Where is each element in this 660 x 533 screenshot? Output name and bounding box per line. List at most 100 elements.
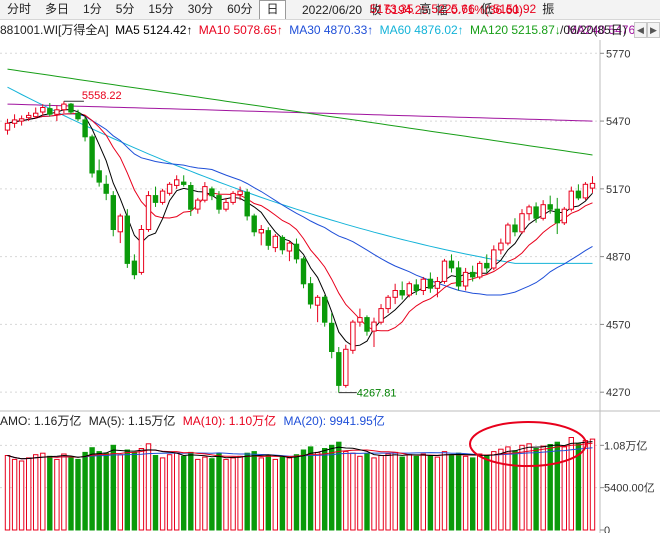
candle bbox=[554, 197, 560, 235]
candle bbox=[82, 116, 88, 142]
candle bbox=[103, 175, 109, 201]
tab-2[interactable]: 1分 bbox=[83, 2, 102, 16]
candle bbox=[364, 315, 370, 336]
candle bbox=[455, 261, 462, 291]
ma60-line bbox=[7, 86, 593, 264]
candle bbox=[117, 213, 123, 244]
candle bbox=[131, 254, 138, 280]
candle bbox=[300, 256, 307, 289]
vol-tick-label: 5400.00亿 bbox=[604, 482, 655, 495]
high-label: 高 bbox=[419, 2, 432, 16]
high-value: 5225.66 bbox=[431, 2, 475, 16]
volume-bar bbox=[575, 443, 582, 531]
vol-ma10-label: MA(10): 1.10万亿 bbox=[182, 414, 277, 428]
volume-bar bbox=[427, 455, 434, 531]
ma240-line bbox=[7, 103, 593, 122]
volume-bar bbox=[554, 441, 560, 531]
volume-bar bbox=[166, 454, 173, 531]
candles bbox=[4, 101, 596, 393]
candle bbox=[533, 202, 539, 223]
scroll-right-icon[interactable]: ▶ bbox=[647, 22, 660, 38]
tab-1[interactable]: 多日 bbox=[45, 2, 70, 16]
volume-bar bbox=[533, 448, 539, 531]
right-tabs: 5173.35 高5225.66 低5151.92 振 bbox=[366, 2, 554, 16]
price-info-right: 5173.35 高5225.66 低5151.92 振 bbox=[366, 0, 554, 19]
candle-body bbox=[82, 119, 88, 138]
tab-6[interactable]: 60分 bbox=[227, 2, 253, 16]
tab-3[interactable]: 5分 bbox=[115, 2, 135, 16]
candle-body bbox=[519, 213, 525, 233]
candle-body bbox=[441, 260, 448, 282]
candle-body bbox=[533, 206, 539, 219]
candle-body bbox=[300, 258, 307, 285]
volume-bar bbox=[434, 456, 441, 531]
candle-body bbox=[166, 183, 173, 194]
volume-bar bbox=[124, 449, 130, 531]
candle bbox=[322, 295, 328, 327]
volume-bar bbox=[498, 448, 504, 531]
volume-bar bbox=[357, 455, 363, 531]
price-tick-label: 4270 bbox=[606, 387, 630, 399]
candle-body bbox=[18, 118, 25, 122]
amp-label: 振 bbox=[542, 2, 555, 16]
volume-bar bbox=[26, 457, 32, 531]
candle-body bbox=[350, 321, 356, 351]
candle-body bbox=[322, 296, 328, 323]
period-toolbar: 分时 多日 1分 5分 15分 30分 60分日 2022/06/20 收 5194.25 … bbox=[0, 0, 660, 20]
volume-bar bbox=[491, 451, 497, 531]
candle-body bbox=[526, 206, 532, 215]
candle-body bbox=[314, 296, 321, 306]
candle-body bbox=[307, 283, 314, 305]
vol-ma20-line bbox=[7, 447, 593, 460]
price-tick-label: 5470 bbox=[606, 116, 630, 128]
low-value: 5151.92 bbox=[492, 2, 537, 16]
tab-7[interactable]: 日 bbox=[259, 0, 286, 19]
tab-4[interactable]: 15分 bbox=[148, 2, 174, 16]
volume-bar bbox=[159, 457, 166, 531]
candle bbox=[244, 188, 250, 221]
volume-bar bbox=[385, 453, 391, 531]
volume-bar bbox=[230, 457, 236, 531]
candle bbox=[272, 234, 279, 253]
candle bbox=[4, 118, 11, 135]
candle bbox=[279, 235, 286, 255]
candle-body bbox=[237, 190, 243, 196]
candle bbox=[477, 261, 483, 280]
candle bbox=[357, 308, 363, 327]
candle-body bbox=[540, 204, 546, 219]
scroll-left-icon[interactable]: ◀ bbox=[634, 22, 647, 38]
candle-body bbox=[420, 278, 427, 292]
candle-body bbox=[33, 112, 39, 118]
volume-bar bbox=[216, 453, 222, 531]
volume-bar bbox=[272, 458, 279, 531]
candle-body bbox=[399, 290, 405, 296]
candle bbox=[166, 182, 173, 196]
tab-0[interactable]: 分时 bbox=[7, 2, 32, 16]
candle-body bbox=[54, 109, 60, 115]
volume-info-row: AMO: 1.16万亿 MA(5): 1.15万亿 MA(10): 1.10万亿… bbox=[0, 413, 600, 429]
volume-bar bbox=[336, 441, 342, 531]
candle-body bbox=[582, 183, 589, 199]
candle bbox=[307, 276, 314, 309]
candle-body bbox=[491, 249, 497, 269]
candle-body bbox=[554, 208, 560, 224]
volume-bar bbox=[540, 445, 546, 531]
candle bbox=[265, 227, 272, 250]
candle-body bbox=[385, 296, 391, 310]
candle bbox=[470, 265, 476, 282]
candle bbox=[26, 112, 32, 122]
volume-bar bbox=[96, 451, 102, 531]
candle bbox=[547, 195, 553, 214]
candle bbox=[209, 186, 215, 201]
candle-body bbox=[159, 190, 166, 203]
tab-5[interactable]: 30分 bbox=[187, 2, 214, 16]
candle bbox=[512, 218, 518, 237]
ma-lines bbox=[7, 68, 593, 347]
candle bbox=[159, 188, 166, 205]
range-label: /06/20(85日) bbox=[560, 23, 627, 37]
volume-bar bbox=[279, 456, 286, 531]
volume-bar bbox=[350, 452, 356, 531]
candle bbox=[40, 104, 46, 116]
period-tabs: 分时 多日 1分 5分 15分 30分 60分日 bbox=[0, 0, 286, 19]
